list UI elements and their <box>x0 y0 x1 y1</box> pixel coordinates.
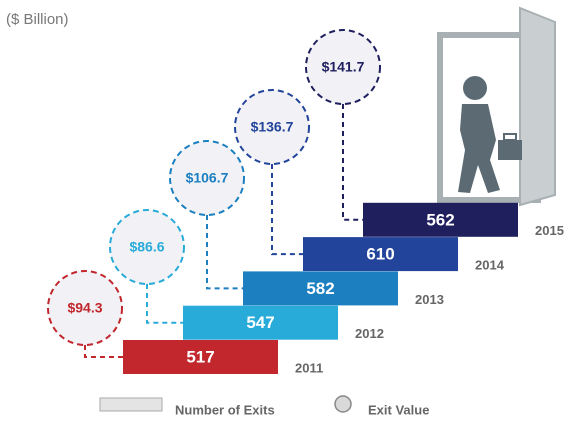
bubble-label: $136.7 <box>251 119 294 135</box>
bubble-label: $141.7 <box>322 59 365 75</box>
unit-label: ($ Billion) <box>6 11 69 28</box>
category-label: 2012 <box>355 326 384 341</box>
legend-label: Number of Exits <box>175 402 275 417</box>
connector <box>85 345 123 357</box>
category-label: 2015 <box>535 223 564 238</box>
bar-label: 547 <box>246 313 274 332</box>
bar-label: 517 <box>186 347 214 366</box>
connector <box>343 104 363 220</box>
connector <box>207 215 243 288</box>
bar-label: 562 <box>426 210 454 229</box>
category-label: 2011 <box>295 360 323 375</box>
chart: ($ Billion) Number of Exits Exit Value 5… <box>0 0 565 421</box>
legend: Number of Exits Exit Value <box>100 396 429 417</box>
legend-label: Exit Value <box>368 402 429 417</box>
bubble-label: $106.7 <box>186 170 229 186</box>
category-label: 2014 <box>475 258 505 273</box>
category-label: 2013 <box>415 292 444 307</box>
connector <box>272 164 303 254</box>
connector <box>147 284 183 323</box>
door-icon <box>440 8 555 205</box>
legend-swatch <box>100 398 162 411</box>
bar-label: 582 <box>306 279 334 298</box>
legend-swatch <box>335 396 351 412</box>
bubble-label: $94.3 <box>67 300 102 316</box>
bubble-label: $86.6 <box>129 239 164 255</box>
bar-label: 610 <box>366 245 394 264</box>
